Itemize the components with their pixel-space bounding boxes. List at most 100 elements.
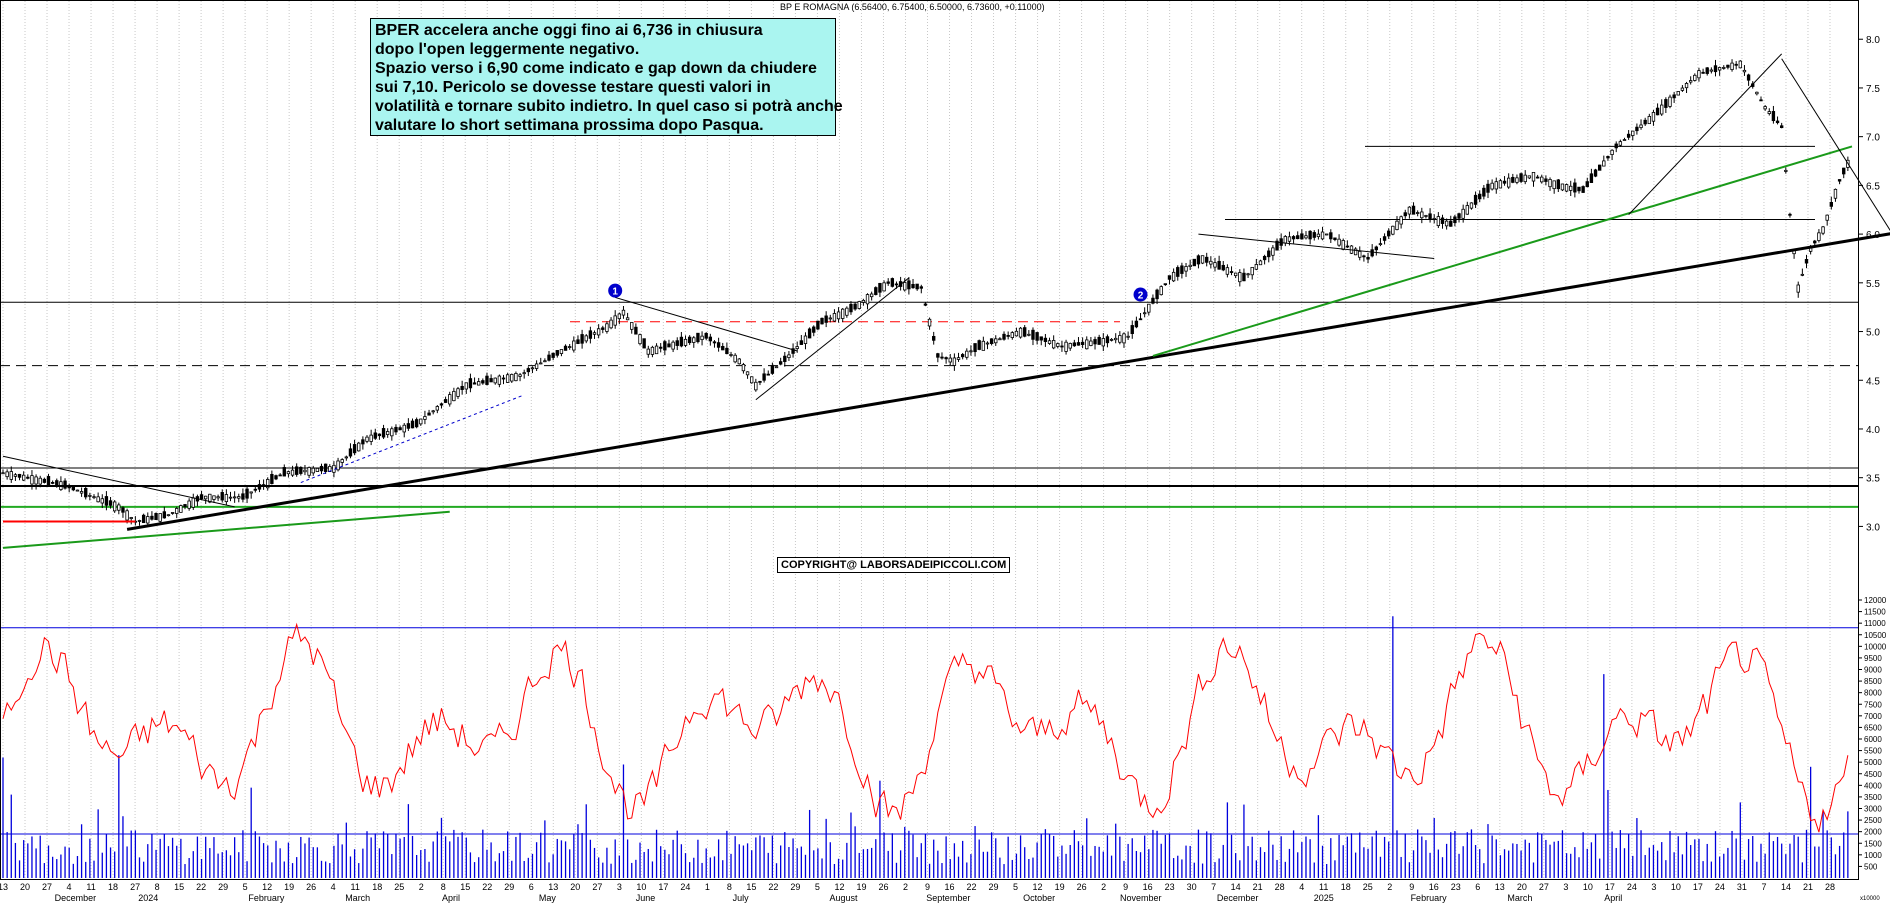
candle-body <box>1614 143 1618 149</box>
date-tick-label: 9 <box>925 882 930 892</box>
candle-body <box>419 418 423 425</box>
candle-body <box>613 315 617 326</box>
candle-body <box>1275 240 1279 251</box>
candle-body <box>1118 335 1122 343</box>
candle-body <box>1833 188 1838 199</box>
candle-body <box>443 399 448 403</box>
candle-body <box>799 340 804 345</box>
candle-body <box>687 336 692 344</box>
date-tick-label: 26 <box>1077 882 1087 892</box>
candle-body <box>1217 260 1221 270</box>
month-label: March <box>1507 893 1532 903</box>
month-label: November <box>1120 893 1162 903</box>
date-tick-label: 29 <box>218 882 228 892</box>
date-tick-label: 4 <box>67 882 72 892</box>
candle-body <box>1779 125 1784 129</box>
candle-body <box>671 341 675 350</box>
candle-body <box>1109 338 1114 341</box>
note-line: sui 7,10. Pericolo se dovesse testare qu… <box>375 79 771 96</box>
month-label: December <box>55 893 97 903</box>
candle-body <box>965 350 969 358</box>
trend-line <box>2 455 235 508</box>
candle-body <box>1556 179 1560 190</box>
candle-body <box>1829 202 1834 207</box>
candle-body <box>1 472 5 475</box>
candle-body <box>729 354 733 356</box>
candle-body <box>563 345 568 351</box>
date-tick-label: 17 <box>1693 882 1703 892</box>
candle-body <box>1606 156 1610 159</box>
candle-body <box>1072 342 1077 347</box>
date-tick-label: 18 <box>108 882 118 892</box>
candle-body <box>812 326 816 333</box>
trend-line <box>615 296 798 352</box>
candle-body <box>969 350 973 353</box>
candle-body <box>948 357 952 363</box>
candle-body <box>1192 258 1196 267</box>
candle-body <box>1726 64 1730 68</box>
candle-body <box>853 303 857 310</box>
date-tick-label: 10 <box>1583 882 1593 892</box>
candle-body <box>1684 83 1689 89</box>
candle-body <box>92 496 96 499</box>
candle-body <box>394 426 398 433</box>
month-label: 2024 <box>138 893 158 903</box>
candle-body <box>125 510 129 521</box>
price-tick-label: 6.5 <box>1866 181 1880 192</box>
candle-body <box>663 341 667 351</box>
candle-body <box>1316 233 1321 238</box>
candle-body <box>1296 235 1300 240</box>
candle-body <box>1391 225 1395 235</box>
candle-body <box>861 299 866 303</box>
candle-body <box>1184 266 1188 272</box>
candle-body <box>46 476 51 486</box>
candle-body <box>1382 236 1387 241</box>
candle-body <box>274 475 278 480</box>
candle-body <box>381 428 386 438</box>
candle-body <box>270 473 274 484</box>
candle-body <box>108 500 113 506</box>
candle-body <box>1023 327 1027 337</box>
candle-body <box>522 372 526 375</box>
candle-body <box>1337 238 1341 246</box>
price-tick-label: 4.5 <box>1866 376 1880 387</box>
candle-body <box>1697 70 1701 79</box>
candle-body <box>869 293 874 298</box>
candle-body <box>17 473 22 478</box>
candle-body <box>712 341 717 344</box>
candle-body <box>592 332 597 335</box>
date-tick-label: 18 <box>372 882 382 892</box>
candle-body <box>282 467 286 477</box>
candle-body <box>104 496 109 506</box>
date-tick-label: 19 <box>1055 882 1065 892</box>
date-tick-label: 28 <box>1275 882 1285 892</box>
candle-body <box>1821 226 1825 234</box>
candle-body <box>1345 245 1350 248</box>
candle-body <box>1329 232 1333 240</box>
candle-body <box>1039 336 1043 341</box>
candle-body <box>1800 273 1805 276</box>
candle-body <box>824 315 828 323</box>
candle-body <box>249 491 253 494</box>
date-tick-label: 1 <box>705 882 710 892</box>
candle-body <box>634 326 638 335</box>
candle-body <box>1436 216 1441 227</box>
candle-body <box>187 500 191 509</box>
date-tick-label: 13 <box>0 882 8 892</box>
candle-body <box>1465 205 1469 215</box>
candle-body <box>845 307 849 316</box>
trend-line <box>126 232 1890 531</box>
candle-body <box>584 335 588 342</box>
candle-body <box>745 371 750 376</box>
note-line: volatilità e tornare subito indietro. In… <box>375 98 843 115</box>
date-tick-label: 12 <box>834 882 844 892</box>
candle-body <box>1469 202 1474 209</box>
candle-body <box>365 436 369 442</box>
candle-body <box>1006 335 1010 337</box>
volume-tick-label: 4500 <box>1864 770 1882 779</box>
price-tick-label: 5.0 <box>1866 328 1880 339</box>
candle-body <box>1213 262 1217 268</box>
candle-body <box>1511 176 1515 183</box>
candle-body <box>1693 74 1697 81</box>
